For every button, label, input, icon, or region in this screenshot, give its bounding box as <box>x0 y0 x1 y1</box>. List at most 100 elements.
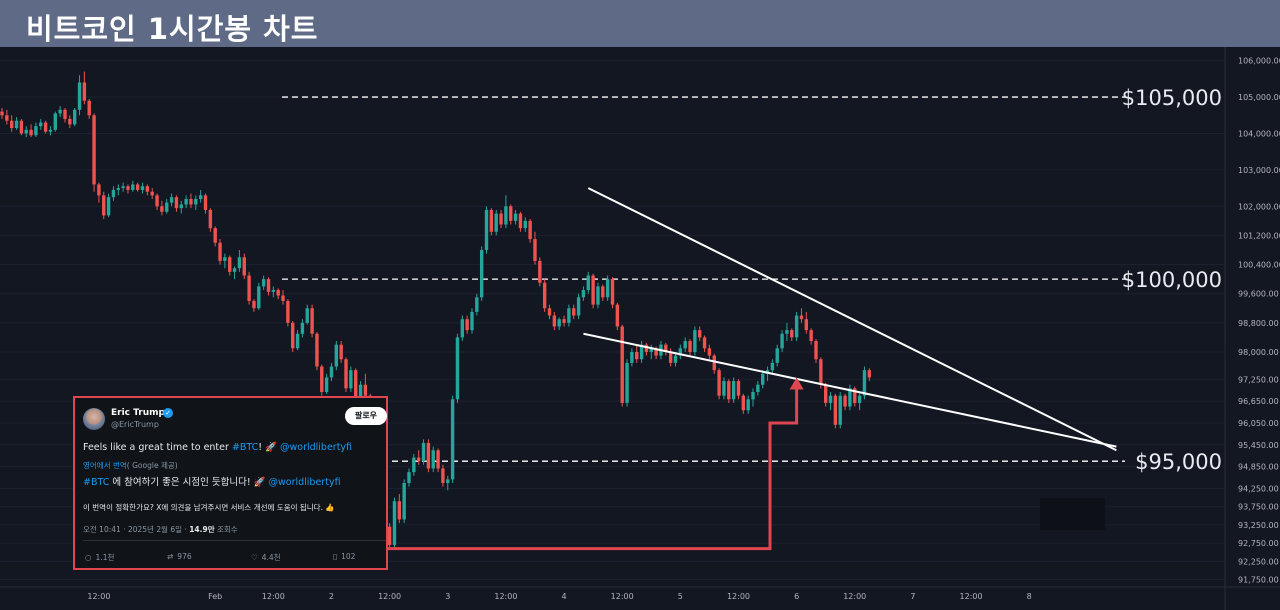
candle-body <box>266 279 271 292</box>
reply-button[interactable]: ○ 1.1천 <box>85 552 114 563</box>
candle-body <box>736 381 741 396</box>
candle-body <box>446 479 450 484</box>
x-tick-label: 12:00 <box>87 592 110 601</box>
candle-body <box>339 344 343 360</box>
candle-body <box>828 395 833 403</box>
page-title: 비트코인 1시간봉 차트 <box>26 12 319 46</box>
candle-body <box>731 381 736 400</box>
candle-body <box>48 129 53 132</box>
bookmark-button[interactable]: ▯ 102 <box>333 552 355 561</box>
translation-provider: ( Google 제공) <box>126 461 178 470</box>
candle-body <box>198 195 203 200</box>
candle-body <box>857 395 862 403</box>
x-tick-label: 2 <box>329 592 334 601</box>
candle-body <box>281 295 285 301</box>
tweet-author-name[interactable]: Eric Trump <box>111 408 165 418</box>
y-tick-label: 100,400.00 <box>1238 261 1280 270</box>
candle-body <box>862 370 867 396</box>
candle-body <box>450 399 455 480</box>
candle-body <box>625 362 629 403</box>
trendline-lower <box>583 332 1117 448</box>
candle-body <box>702 337 707 349</box>
tweet-text-prefix: Feels like a great time to enter <box>83 442 232 453</box>
candle-body <box>635 351 639 360</box>
like-button[interactable]: ♡ 4.4천 <box>251 552 281 563</box>
candle-body <box>155 195 159 207</box>
mention-link[interactable]: @worldlibertyfi <box>279 442 353 453</box>
reply-icon: ○ <box>85 553 92 562</box>
candle-body <box>387 526 392 545</box>
candle-body <box>126 186 130 190</box>
candle-body <box>407 472 411 484</box>
x-tick-label: 12:00 <box>960 592 983 601</box>
y-tick-label: 98,000.00 <box>1238 348 1279 357</box>
hashtag-btc-translated[interactable]: #BTC <box>83 477 110 488</box>
hashtag-btc[interactable]: #BTC <box>231 442 259 453</box>
candle-body <box>479 249 484 298</box>
candle-body <box>770 362 775 371</box>
candle-body <box>165 202 169 212</box>
candle-body <box>722 381 726 396</box>
candle-body <box>160 206 164 212</box>
x-tick-label: 4 <box>562 592 567 601</box>
candle-body <box>455 337 460 400</box>
candle-body <box>140 186 145 190</box>
candle-body <box>843 395 847 407</box>
repost-button[interactable]: ⇄ 976 <box>167 552 192 561</box>
x-tick-label: 12:00 <box>727 592 750 601</box>
candle-body <box>29 129 33 136</box>
translation-source[interactable]: 영어에서 번역 <box>83 461 127 470</box>
candle-body <box>649 348 653 352</box>
x-tick-label: 12:00 <box>611 592 634 601</box>
x-tick-label: 12:00 <box>494 592 517 601</box>
candle-body <box>799 315 804 320</box>
candle-body <box>562 319 566 323</box>
candle-body <box>833 395 838 425</box>
candle-body <box>605 279 610 298</box>
candle-body <box>63 109 67 119</box>
candle-body <box>867 370 871 378</box>
candle-body <box>552 315 557 327</box>
y-tick-label: 93,750.00 <box>1238 503 1279 512</box>
heart-icon: ♡ <box>251 553 258 562</box>
candle-body <box>43 122 48 132</box>
candle-body <box>242 257 246 276</box>
y-tick-label: 92,250.00 <box>1238 557 1279 566</box>
follow-button[interactable]: 팔로우 <box>345 407 387 425</box>
candle-body <box>97 184 101 196</box>
candle-body <box>363 384 368 396</box>
candle-body <box>475 297 479 312</box>
candle-body <box>586 275 590 291</box>
candle-body <box>654 348 658 356</box>
tweet-timestamp[interactable]: 오전 10:41 · 2025년 2월 6일 · <box>83 525 190 534</box>
candle-body <box>504 206 508 225</box>
candle-body <box>528 220 532 240</box>
candle-body <box>727 381 731 400</box>
candle-body <box>785 330 789 334</box>
candle-body <box>92 115 96 185</box>
y-tick-label: 106,000.00 <box>1238 57 1280 66</box>
candle-body <box>693 330 697 352</box>
x-tick-label: Feb <box>208 592 222 601</box>
translation-feedback[interactable]: 이 번역이 정확한가요? X에 의견을 남겨주시면 서비스 개선에 도움이 됩니… <box>83 503 335 512</box>
candle-body <box>664 344 668 352</box>
y-tick-label: 99,600.00 <box>1238 290 1279 299</box>
candle-body <box>349 370 353 389</box>
candle-body <box>145 186 150 192</box>
bookmark-count: 102 <box>341 552 356 561</box>
mention-link-translated[interactable]: @worldlibertyfi <box>268 477 341 488</box>
reply-count: 1.1천 <box>95 553 115 562</box>
candle-body <box>223 257 227 261</box>
tweet-author-handle[interactable]: @EricTrump <box>111 420 159 429</box>
candle-body <box>814 341 818 360</box>
candle-body <box>489 209 494 232</box>
candle-body <box>460 319 464 338</box>
x-tick-label: 6 <box>794 592 799 601</box>
candle-body <box>499 213 503 225</box>
avatar[interactable] <box>83 408 105 430</box>
candle-body <box>567 308 571 323</box>
candle-body <box>630 351 634 363</box>
arrow-head <box>789 377 804 390</box>
candle-body <box>620 326 624 403</box>
trendlines <box>583 187 1117 452</box>
